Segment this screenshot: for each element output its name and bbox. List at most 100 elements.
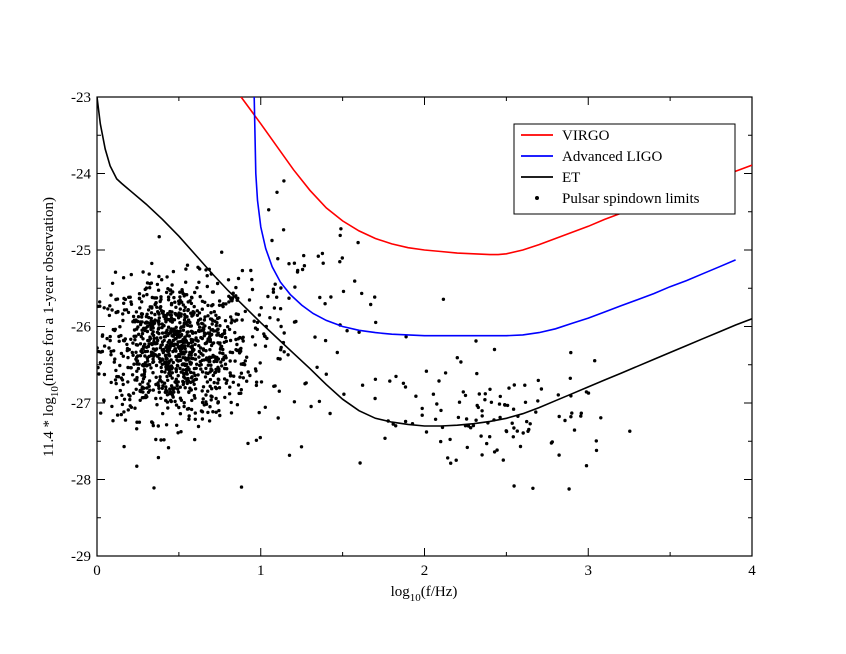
pulsar-point [210,304,214,308]
pulsar-point [171,269,176,274]
pulsar-point [184,339,188,343]
pulsar-point [164,345,168,349]
pulsar-point [235,403,240,407]
pulsar-point [163,370,167,374]
pulsar-point [195,362,199,366]
pulsar-point [358,461,362,465]
pulsar-point [309,404,313,409]
pulsar-point [180,289,184,294]
pulsar-point [394,374,398,379]
pulsar-point [144,345,149,349]
pulsar-point [204,268,208,272]
pulsar-point [121,354,126,358]
pulsar-point [222,340,226,344]
pulsar-point [178,412,183,416]
pulsar-point [153,312,157,317]
pulsar-point [572,428,577,432]
pulsar-point [150,261,154,266]
pulsar-point [275,190,279,194]
pulsar-point [209,311,213,315]
pulsar-point [177,329,181,334]
pulsar-point [150,295,154,300]
pulsar-point [232,374,236,378]
pulsar-point [137,332,141,336]
pulsar-point [200,417,205,421]
pulsar-point [594,439,598,443]
pulsar-point [241,376,245,380]
pulsar-point [255,320,260,325]
pulsar-point [138,342,143,346]
pulsar-point [281,228,286,232]
pulsar-point [207,335,212,339]
pulsar-point [102,372,107,377]
pulsar-point [118,363,122,368]
pulsar-point [569,350,573,355]
pulsar-point [221,351,225,356]
pulsar-point [102,306,106,310]
pulsar-point [157,316,161,320]
pulsar-point [122,301,126,305]
y-tick-label: -25 [71,243,91,259]
pulsar-point [199,329,203,333]
pulsar-point [456,415,461,420]
pulsar-point [266,294,270,299]
pulsar-point [259,306,263,310]
pulsar-point [213,385,218,389]
pulsar-point [175,333,179,337]
pulsar-point [579,414,583,418]
pulsar-point [118,325,122,329]
pulsar-point [498,415,502,420]
pulsar-point [158,306,162,310]
pulsar-point [114,395,119,400]
pulsar-point [227,392,232,396]
pulsar-point [276,257,280,261]
pulsar-point [221,302,226,306]
pulsar-point [158,378,162,382]
pulsar-point [126,408,130,412]
pulsar-point [237,351,242,355]
y-axis-title: 11.4 * log10(noise for a 1-year observat… [41,197,61,457]
pulsar-point [141,337,145,341]
pulsar-point [147,342,151,346]
pulsar-point [448,437,452,442]
pulsar-point [353,279,357,283]
pulsar-point [132,328,137,332]
pulsar-point [180,300,184,304]
pulsar-point [235,348,239,353]
legend-label-pulsar-spindown-limits: Pulsar spindown limits [562,191,700,207]
pulsar-point [200,389,204,393]
pulsar-point [523,400,528,404]
pulsar-point [99,411,103,415]
pulsar-point [202,327,206,331]
pulsar-point [218,324,222,328]
pulsar-point [141,294,146,298]
pulsar-point [177,352,181,357]
pulsar-point [205,380,210,384]
pulsar-point [136,325,140,329]
pulsar-point [235,342,239,347]
pulsar-point [145,324,150,329]
pulsar-point [505,403,510,408]
pulsar-point [273,384,277,388]
pulsar-point [169,384,174,388]
pulsar-point [216,327,220,331]
pulsar-point [165,275,169,279]
pulsar-point [145,386,149,390]
pulsar-point [174,403,179,407]
pulsar-point [140,312,144,316]
y-tick-label: -28 [71,473,91,489]
pulsar-point [175,329,179,333]
pulsar-point [138,306,142,310]
pulsar-point [557,453,561,457]
pulsar-point [329,295,333,299]
pulsar-point [97,349,101,354]
pulsar-point [134,334,138,338]
pulsar-point [170,376,174,380]
pulsar-point [220,364,224,368]
pulsar-point [134,350,138,354]
pulsar-point [176,359,180,363]
pulsar-point [302,264,307,268]
pulsar-point [273,282,277,286]
pulsar-point [97,372,101,376]
legend-label-et: ET [562,170,580,186]
